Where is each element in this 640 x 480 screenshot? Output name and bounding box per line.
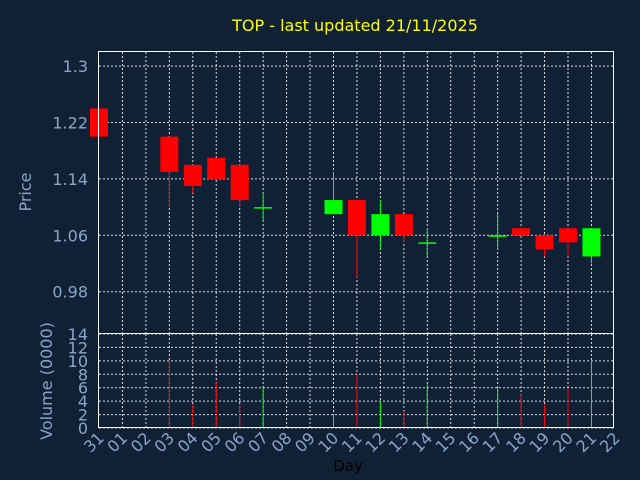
- x-ticks: 3101020304050607080910111213141516171819…: [80, 428, 624, 456]
- candle-body: [488, 235, 507, 237]
- candle-body: [254, 207, 273, 209]
- price-tick-label: 1.06: [52, 226, 88, 245]
- volume-grid: [99, 333, 613, 429]
- volume-tick-label: 2: [78, 406, 88, 425]
- candle-body: [394, 214, 413, 236]
- candle-body: [183, 164, 202, 186]
- price-tick-label: 1.3: [63, 57, 88, 76]
- volume-tick-label: 12: [68, 338, 88, 357]
- price-axis-label: Price: [16, 172, 35, 211]
- x-axis-label: Day: [333, 457, 363, 475]
- candle-body: [535, 235, 554, 250]
- chart-title: TOP - last updated 21/11/2025: [231, 16, 478, 35]
- volume-axis-label: Volume (0000): [37, 322, 56, 440]
- volume-tick-label: 4: [78, 392, 88, 411]
- candle-body: [347, 200, 366, 236]
- volume-tick-label: 0: [78, 419, 88, 438]
- price-panel: 1.3 1.22 1.14 1.06 0.98 Price: [16, 51, 614, 334]
- volume-tick-label: 8: [78, 365, 88, 384]
- volume-frame: [98, 333, 614, 428]
- candle-body: [559, 228, 577, 243]
- candle-body: [207, 157, 226, 179]
- candle-body: [230, 164, 249, 201]
- price-grid: [99, 52, 613, 334]
- volume-tick-label: 6: [78, 379, 88, 398]
- volume-bars: [168, 360, 592, 428]
- price-tick-label: 1.14: [52, 170, 88, 189]
- candle-body: [324, 200, 343, 215]
- candle-body: [582, 228, 601, 257]
- price-tick-label: 1.22: [52, 114, 88, 133]
- price-y-ticks: 1.3 1.22 1.14 1.06 0.98: [52, 57, 88, 302]
- price-candles: [90, 108, 601, 278]
- candle-body: [160, 136, 179, 172]
- x-tick-label: 22: [596, 428, 624, 456]
- volume-tick-label: 10: [68, 352, 88, 371]
- volume-tick-label: 14: [68, 325, 88, 344]
- candle-body: [512, 228, 531, 236]
- candle-body: [371, 214, 390, 236]
- price-tick-label: 0.98: [52, 283, 88, 302]
- candle-body: [418, 242, 437, 244]
